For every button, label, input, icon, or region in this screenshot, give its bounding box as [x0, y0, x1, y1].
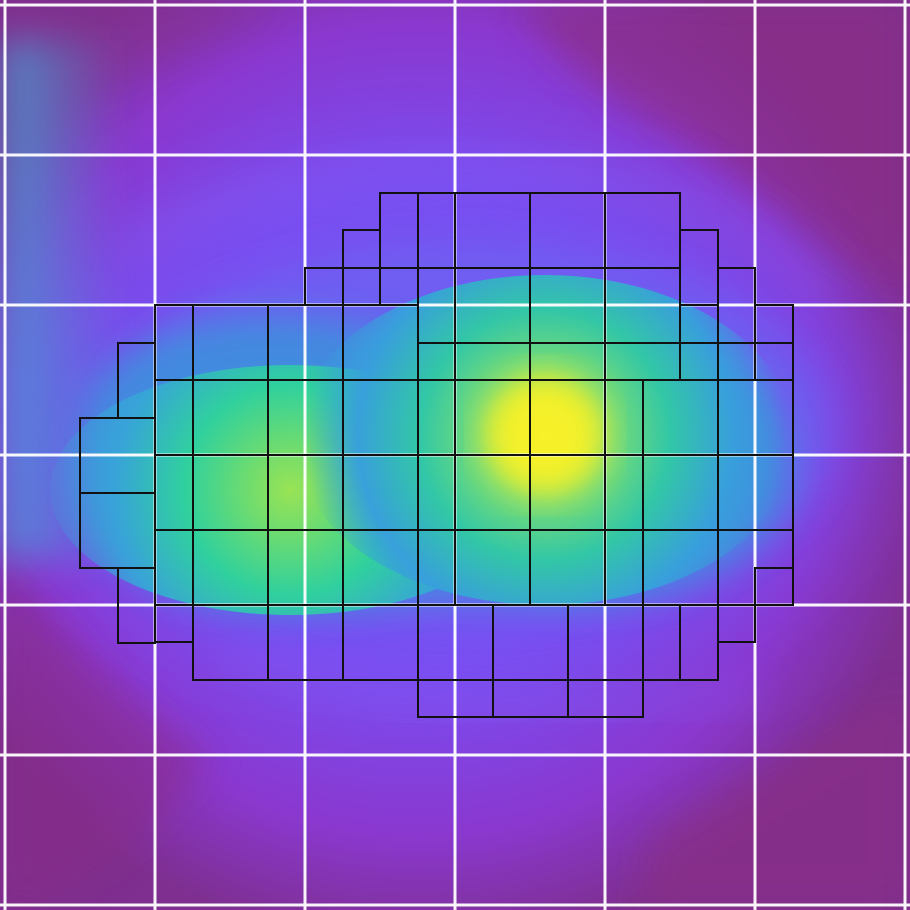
lower-left-dark-region — [0, 560, 210, 910]
upper-shell-feature — [113, 153, 840, 309]
amr-black-grid — [79, 192, 794, 718]
brightest-core — [487, 377, 603, 493]
lower-right-dark-region — [640, 690, 910, 910]
lower-shell-feature — [214, 636, 763, 726]
upper-right-dark-region — [520, 0, 910, 300]
